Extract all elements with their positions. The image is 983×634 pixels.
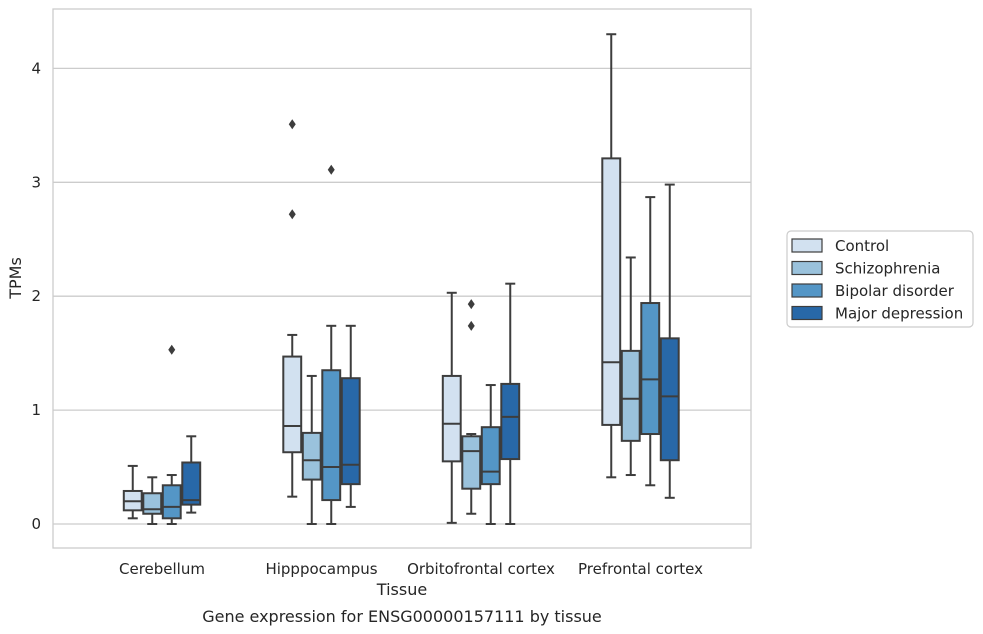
outlier-point bbox=[168, 344, 176, 355]
box-schizophrenia bbox=[142, 476, 163, 525]
y-tick-label: 4 bbox=[31, 59, 41, 77]
box-major-depression bbox=[340, 324, 361, 508]
legend-frame bbox=[786, 230, 974, 328]
outlier-point bbox=[288, 209, 296, 220]
iqr-box bbox=[441, 374, 462, 463]
box-control bbox=[282, 119, 303, 498]
iqr-box bbox=[340, 377, 361, 486]
iqr-box bbox=[500, 382, 521, 461]
legend-entry: Major depression bbox=[835, 305, 963, 323]
outlier-point bbox=[467, 320, 475, 331]
box-control bbox=[122, 464, 143, 520]
legend: Control Schizophrenia Bipolar disorder Majo… bbox=[786, 230, 974, 328]
box-schizophrenia bbox=[620, 256, 641, 477]
iqr-box bbox=[620, 349, 641, 442]
grid-lines bbox=[53, 67, 751, 525]
iqr-box bbox=[181, 461, 202, 506]
outlier-point bbox=[327, 164, 335, 175]
iqr-box bbox=[659, 337, 680, 462]
y-tick-label: 1 bbox=[31, 401, 41, 419]
legend-entry: Control bbox=[835, 237, 889, 255]
outlier-point bbox=[467, 299, 475, 310]
box-control bbox=[601, 33, 622, 479]
iqr-box bbox=[301, 431, 322, 481]
x-tick-label: Hipppocampus bbox=[265, 560, 377, 578]
outlier-point bbox=[288, 119, 296, 130]
legend-swatch bbox=[791, 260, 823, 276]
iqr-box bbox=[282, 355, 303, 454]
y-tick-labels: 0 1 2 3 4 bbox=[31, 59, 41, 533]
box-bipolar-disorder bbox=[640, 196, 661, 487]
box-bipolar-disorder bbox=[161, 344, 182, 525]
iqr-box bbox=[480, 426, 501, 486]
iqr-box bbox=[461, 435, 482, 490]
x-tick-label: Orbitofrontal cortex bbox=[407, 560, 555, 578]
y-tick-label: 2 bbox=[31, 287, 41, 305]
chart-caption: Gene expression for ENSG00000157111 by t… bbox=[202, 607, 602, 626]
iqr-box bbox=[640, 302, 661, 436]
plot-area-frame bbox=[52, 8, 752, 549]
x-tick-labels: Cerebellum Hipppocampus Orbitofrontal cort… bbox=[119, 560, 703, 578]
box-major-depression bbox=[500, 282, 521, 525]
box-major-depression bbox=[659, 183, 680, 499]
legend-swatch bbox=[791, 305, 823, 321]
box-schizophrenia bbox=[301, 374, 322, 525]
x-axis-label: Tissue bbox=[376, 580, 427, 599]
box-schizophrenia bbox=[461, 299, 482, 515]
iqr-box bbox=[601, 157, 622, 426]
legend-swatch bbox=[791, 238, 823, 253]
iqr-box bbox=[142, 492, 163, 515]
box-major-depression bbox=[181, 435, 202, 514]
iqr-box bbox=[161, 484, 182, 520]
y-tick-label: 0 bbox=[31, 515, 41, 533]
legend-entry: Bipolar disorder bbox=[835, 282, 955, 300]
y-tick-label: 3 bbox=[31, 173, 41, 191]
box-control bbox=[441, 291, 462, 524]
x-tick-label: Cerebellum bbox=[119, 560, 205, 578]
iqr-box bbox=[321, 369, 342, 502]
boxes bbox=[122, 33, 680, 525]
y-axis-label: TPMs bbox=[6, 257, 25, 300]
box-bipolar-disorder bbox=[480, 384, 501, 525]
x-tick-label: Prefrontal cortex bbox=[578, 560, 703, 578]
legend-swatch bbox=[791, 283, 823, 298]
box-bipolar-disorder bbox=[321, 164, 342, 525]
legend-entry: Schizophrenia bbox=[835, 260, 940, 278]
